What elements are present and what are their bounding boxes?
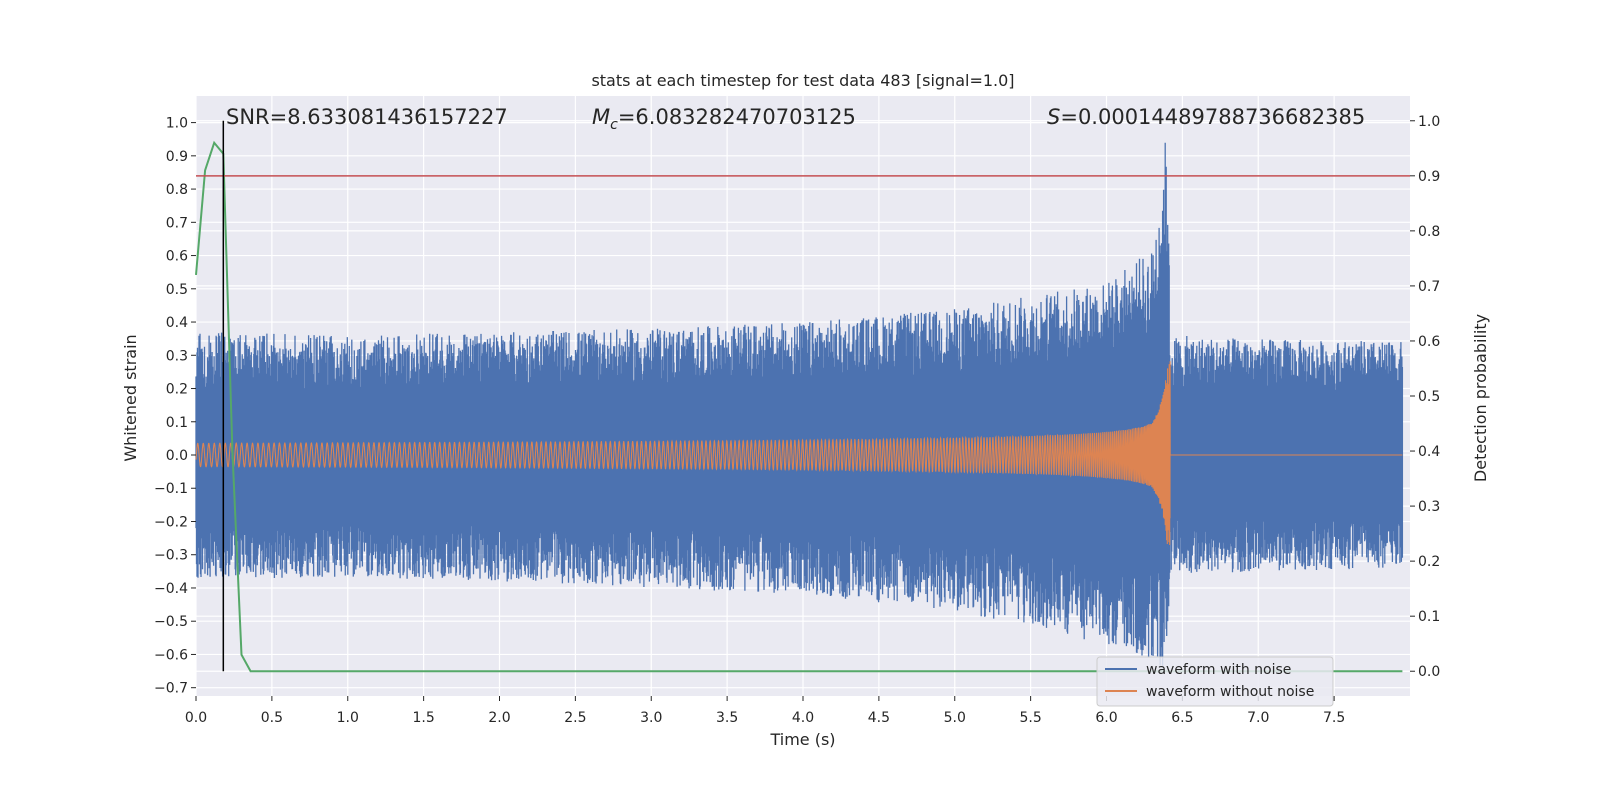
y2-tick-label: 0.2 (1418, 554, 1440, 570)
x-tick-label: 2.5 (564, 710, 586, 726)
series-waveform-without-noise (195, 361, 1403, 546)
x-axis-ticks: 0.0 0.5 1.0 1.5 2.0 2.5 3.0 3.5 4.0 4.5 5.0 5.5 6.0 6… (185, 696, 1345, 726)
x-axis-label: Time (s) (769, 730, 835, 749)
chirp-mass-symbol: M (592, 105, 610, 129)
y-tick-label: 0.6 (166, 249, 188, 265)
x-tick-label: 2.0 (488, 710, 510, 726)
x-tick-label: 3.0 (640, 710, 662, 726)
y-tick-label: 0.3 (166, 348, 188, 364)
y-tick-label: 0.2 (166, 382, 188, 398)
y2-axis-label: Detection probability (1471, 314, 1490, 482)
y-tick-label: −0.1 (154, 481, 188, 497)
y2-tick-label: 0.3 (1418, 499, 1440, 515)
y-tick-label: 0.7 (166, 215, 188, 231)
y2-tick-label: 0.0 (1418, 664, 1440, 680)
chirp-mass-annotation: Mc=6.083282470703125 (592, 105, 856, 133)
x-tick-label: 7.5 (1323, 710, 1345, 726)
legend: waveform with noise waveform without noi… (1096, 656, 1334, 707)
legend-label-clean: waveform without noise (1146, 684, 1314, 700)
y-tick-label: −0.2 (154, 514, 188, 530)
x-tick-label: 6.0 (1095, 710, 1117, 726)
x-tick-label: 7.0 (1247, 710, 1269, 726)
y-tick-label: −0.5 (154, 614, 188, 630)
x-tick-label: 3.5 (716, 710, 738, 726)
y-tick-label: 0.4 (166, 315, 188, 331)
y-tick-label: 0.8 (166, 182, 188, 198)
x-tick-label: 1.0 (337, 710, 359, 726)
statistic-symbol: S (1047, 105, 1060, 129)
y-tick-label: −0.7 (154, 681, 188, 697)
y-tick-label: 0.5 (166, 282, 188, 298)
statistic-value: =0.00014489788736682385 (1060, 105, 1365, 129)
y-tick-label: −0.6 (154, 647, 188, 663)
y-tick-label: −0.4 (154, 581, 188, 597)
x-tick-label: 1.5 (412, 710, 434, 726)
y2-tick-label: 0.1 (1418, 609, 1440, 625)
series-detection-probability (195, 140, 1403, 673)
y-tick-label: −0.3 (154, 548, 188, 564)
y2-tick-label: 0.6 (1418, 334, 1440, 350)
y-tick-label: 0.0 (166, 448, 188, 464)
y-axis-label: Whitened strain (121, 334, 140, 461)
snr-annotation: SNR=8.633081436157227 (226, 105, 508, 129)
x-tick-label: 0.5 (261, 710, 283, 726)
x-tick-label: 4.5 (868, 710, 890, 726)
y2-tick-label: 0.9 (1418, 169, 1440, 185)
probability-line (195, 140, 1403, 673)
legend-label-noise: waveform with noise (1146, 662, 1291, 678)
x-tick-label: 5.5 (1019, 710, 1041, 726)
chirp-mass-subscript: c (610, 117, 618, 133)
chirp-mass-value: =6.083282470703125 (618, 105, 856, 129)
y2-tick-label: 0.8 (1418, 224, 1440, 240)
x-tick-label: 4.0 (792, 710, 814, 726)
x-tick-label: 0.0 (185, 710, 207, 726)
legend-box (1096, 656, 1334, 707)
x-tick-label: 5.0 (944, 710, 966, 726)
y2-tick-label: 0.7 (1418, 279, 1440, 295)
chart-title: stats at each timestep for test data 483… (591, 71, 1014, 90)
chirp-line (195, 361, 1403, 546)
statistic-annotation: S=0.00014489788736682385 (1047, 105, 1365, 129)
x-tick-label: 6.5 (1171, 710, 1193, 726)
y2-tick-label: 1.0 (1418, 114, 1440, 130)
y-tick-label: 0.1 (166, 415, 188, 431)
y-tick-label: 0.9 (166, 149, 188, 165)
y-axis-ticks: 1.0 0.9 0.8 0.7 0.6 0.5 0.4 0.3 0.2 0.1 0.0 −0.1 −0.… (154, 116, 196, 697)
y2-tick-label: 0.5 (1418, 389, 1440, 405)
y2-axis-ticks: 1.0 0.9 0.8 0.7 0.6 0.5 0.4 0.3 0.2 0.1 0.0 (1410, 114, 1440, 680)
y-tick-label: 1.0 (166, 116, 188, 132)
y2-tick-label: 0.4 (1418, 444, 1440, 460)
